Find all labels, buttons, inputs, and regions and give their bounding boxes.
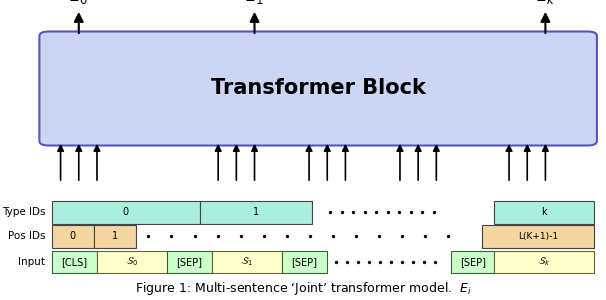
Text: $E_0$: $E_0$ <box>69 0 88 6</box>
Bar <box>494 250 594 273</box>
Text: 1: 1 <box>112 231 118 241</box>
Bar <box>212 250 282 273</box>
Text: $\mathcal{S}_1$: $\mathcal{S}_1$ <box>241 255 253 268</box>
Bar <box>97 250 167 273</box>
Text: [CLS]: [CLS] <box>61 257 87 267</box>
FancyBboxPatch shape <box>39 32 597 146</box>
Text: [SEP]: [SEP] <box>460 257 485 267</box>
Text: L(K+1)-1: L(K+1)-1 <box>518 232 558 241</box>
Bar <box>94 225 136 248</box>
Bar <box>482 225 594 248</box>
Text: Pos IDs: Pos IDs <box>8 231 45 241</box>
Text: [SEP]: [SEP] <box>291 257 318 267</box>
Text: 0: 0 <box>70 231 76 241</box>
Text: $E_k$: $E_k$ <box>536 0 555 6</box>
Text: 1: 1 <box>253 207 259 217</box>
Text: k: k <box>541 207 547 217</box>
Text: $\mathcal{S}_0$: $\mathcal{S}_0$ <box>125 255 138 268</box>
Bar <box>167 250 212 273</box>
Text: Input: Input <box>18 257 45 267</box>
Text: Figure 1: Multi-sentence ‘Joint’ transformer model.  $E_i$: Figure 1: Multi-sentence ‘Joint’ transfo… <box>135 280 471 297</box>
Bar <box>200 201 312 224</box>
Text: $E_1$: $E_1$ <box>245 0 264 6</box>
Text: 0: 0 <box>122 207 129 217</box>
Bar <box>52 250 97 273</box>
Bar <box>52 201 200 224</box>
Text: [SEP]: [SEP] <box>176 257 202 267</box>
Bar <box>451 250 494 273</box>
Text: $\mathcal{S}_k$: $\mathcal{S}_k$ <box>538 255 550 268</box>
Bar <box>494 201 594 224</box>
Bar <box>282 250 327 273</box>
Bar <box>52 225 94 248</box>
Text: Type IDs: Type IDs <box>2 207 45 217</box>
Text: Transformer Block: Transformer Block <box>211 79 425 98</box>
